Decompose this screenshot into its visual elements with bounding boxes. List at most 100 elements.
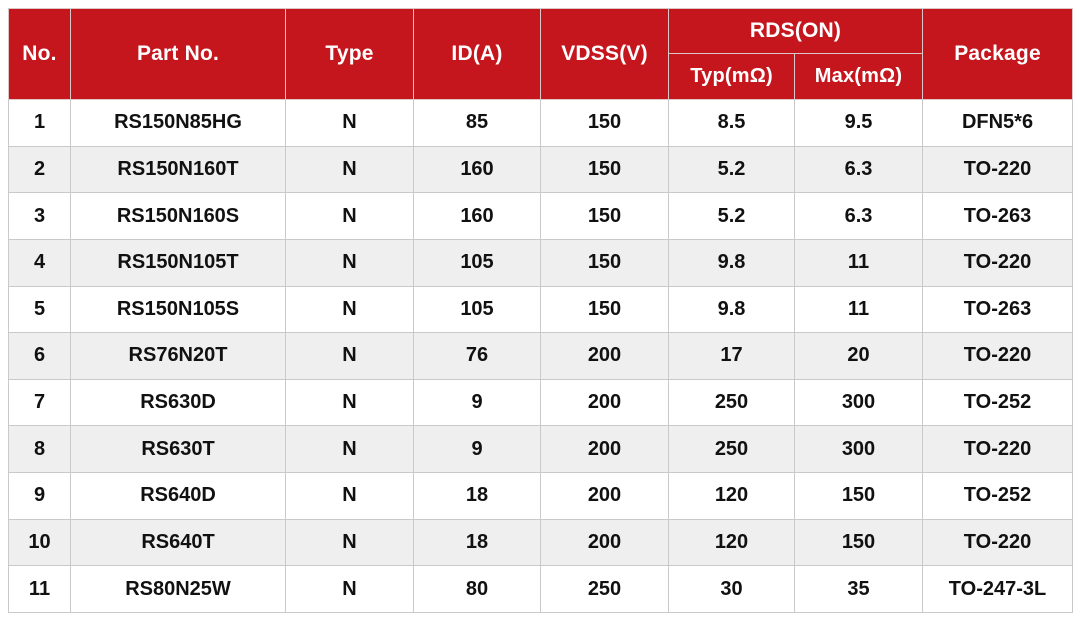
cell-vdss-v: 200 bbox=[540, 332, 669, 380]
cell-part-no: RS640D bbox=[70, 472, 286, 520]
cell-part-no: RS76N20T bbox=[70, 332, 286, 380]
cell-vdss-v: 250 bbox=[540, 565, 669, 613]
cell-no: 9 bbox=[8, 472, 71, 520]
cell-part-no: RS150N105T bbox=[70, 238, 286, 287]
cell-id-a: 85 bbox=[413, 99, 541, 147]
cell-vdss-v: 150 bbox=[540, 192, 669, 240]
table-row: 5 RS150N105S N 105 150 9.8 11 TO-263 bbox=[8, 285, 1074, 334]
cell-no: 7 bbox=[8, 378, 71, 427]
cell-no: 8 bbox=[8, 425, 71, 473]
cell-rds-typ: 5.2 bbox=[668, 145, 795, 194]
cell-package: DFN5*6 bbox=[922, 99, 1074, 147]
cell-vdss-v: 150 bbox=[540, 99, 669, 147]
table-row: 2 RS150N160T N 160 150 5.2 6.3 TO-220 bbox=[8, 145, 1074, 194]
table-row: 11 RS80N25W N 80 250 30 35 TO-247-3L bbox=[8, 565, 1074, 613]
cell-rds-max: 150 bbox=[793, 518, 924, 567]
cell-package: TO-247-3L bbox=[922, 565, 1074, 613]
cell-package: TO-220 bbox=[922, 518, 1074, 567]
cell-rds-max: 6.3 bbox=[793, 192, 924, 240]
header-rds-on-group: RDS(ON) bbox=[667, 8, 924, 54]
cell-type: N bbox=[285, 378, 414, 427]
cell-no: 10 bbox=[8, 518, 71, 567]
cell-id-a: 105 bbox=[413, 238, 541, 287]
header-type: Type bbox=[285, 8, 414, 100]
cell-id-a: 76 bbox=[413, 332, 541, 380]
header-id-a: ID(A) bbox=[413, 8, 541, 100]
cell-no: 2 bbox=[8, 145, 71, 194]
cell-part-no: RS150N160S bbox=[70, 192, 286, 240]
table-row: 1 RS150N85HG N 85 150 8.5 9.5 DFN5*6 bbox=[8, 99, 1074, 147]
cell-vdss-v: 200 bbox=[540, 472, 669, 520]
cell-vdss-v: 150 bbox=[540, 285, 669, 334]
cell-rds-typ: 120 bbox=[668, 518, 795, 567]
table-row: 10 RS640T N 18 200 120 150 TO-220 bbox=[8, 518, 1074, 567]
cell-rds-typ: 8.5 bbox=[668, 99, 795, 147]
cell-id-a: 9 bbox=[413, 378, 541, 427]
cell-vdss-v: 200 bbox=[540, 518, 669, 567]
header-row-top: No. Part No. Type ID(A) VDSS(V) RDS(ON) … bbox=[8, 8, 1074, 100]
cell-vdss-v: 150 bbox=[540, 145, 669, 194]
header-part-no: Part No. bbox=[70, 8, 286, 100]
cell-vdss-v: 200 bbox=[540, 378, 669, 427]
cell-part-no: RS80N25W bbox=[70, 565, 286, 613]
cell-id-a: 80 bbox=[413, 565, 541, 613]
cell-type: N bbox=[285, 332, 414, 380]
cell-id-a: 9 bbox=[413, 425, 541, 473]
cell-rds-typ: 5.2 bbox=[668, 192, 795, 240]
cell-part-no: RS150N85HG bbox=[70, 99, 286, 147]
cell-package: TO-263 bbox=[922, 285, 1074, 334]
table-body: 1 RS150N85HG N 85 150 8.5 9.5 DFN5*6 2 R… bbox=[8, 99, 1074, 613]
cell-type: N bbox=[285, 518, 414, 567]
cell-part-no: RS640T bbox=[70, 518, 286, 567]
cell-rds-max: 150 bbox=[793, 472, 924, 520]
cell-package: TO-220 bbox=[922, 332, 1074, 380]
cell-part-no: RS630D bbox=[70, 378, 286, 427]
cell-type: N bbox=[285, 425, 414, 473]
cell-type: N bbox=[285, 285, 414, 334]
cell-package: TO-263 bbox=[922, 192, 1074, 240]
header-rds-typ: Typ(mΩ) bbox=[668, 53, 795, 100]
cell-id-a: 18 bbox=[413, 518, 541, 567]
table-row: 4 RS150N105T N 105 150 9.8 11 TO-220 bbox=[8, 238, 1074, 287]
cell-rds-max: 300 bbox=[793, 425, 924, 473]
header-package: Package bbox=[922, 8, 1074, 100]
cell-no: 11 bbox=[8, 565, 71, 613]
cell-rds-typ: 250 bbox=[668, 378, 795, 427]
cell-package: TO-220 bbox=[922, 145, 1074, 194]
cell-part-no: RS150N160T bbox=[70, 145, 286, 194]
parts-selection-table: No. Part No. Type ID(A) VDSS(V) RDS(ON) … bbox=[8, 8, 1074, 613]
cell-rds-max: 20 bbox=[793, 332, 924, 380]
cell-id-a: 160 bbox=[413, 192, 541, 240]
cell-package: TO-252 bbox=[922, 378, 1074, 427]
cell-id-a: 105 bbox=[413, 285, 541, 334]
cell-package: TO-252 bbox=[922, 472, 1074, 520]
cell-no: 6 bbox=[8, 332, 71, 380]
cell-rds-max: 6.3 bbox=[793, 145, 924, 194]
table-row: 3 RS150N160S N 160 150 5.2 6.3 TO-263 bbox=[8, 192, 1074, 240]
cell-type: N bbox=[285, 145, 414, 194]
cell-no: 4 bbox=[8, 238, 71, 287]
cell-part-no: RS150N105S bbox=[70, 285, 286, 334]
header-row-sub: Typ(mΩ) Max(mΩ) bbox=[9, 53, 1073, 100]
cell-no: 1 bbox=[8, 99, 71, 147]
cell-rds-max: 11 bbox=[793, 238, 924, 287]
cell-rds-typ: 9.8 bbox=[668, 238, 795, 287]
table-row: 6 RS76N20T N 76 200 17 20 TO-220 bbox=[8, 332, 1074, 380]
cell-rds-typ: 120 bbox=[668, 472, 795, 520]
cell-package: TO-220 bbox=[922, 238, 1074, 287]
cell-rds-typ: 17 bbox=[668, 332, 795, 380]
cell-id-a: 160 bbox=[413, 145, 541, 194]
cell-rds-max: 9.5 bbox=[793, 99, 924, 147]
cell-no: 3 bbox=[8, 192, 71, 240]
cell-rds-max: 11 bbox=[793, 285, 924, 334]
parts-table-container: No. Part No. Type ID(A) VDSS(V) RDS(ON) … bbox=[8, 8, 1074, 613]
cell-type: N bbox=[285, 99, 414, 147]
cell-vdss-v: 200 bbox=[540, 425, 669, 473]
cell-part-no: RS630T bbox=[70, 425, 286, 473]
header-vdss-v: VDSS(V) bbox=[540, 8, 669, 100]
cell-id-a: 18 bbox=[413, 472, 541, 520]
table-header: No. Part No. Type ID(A) VDSS(V) RDS(ON) … bbox=[8, 8, 1074, 100]
cell-type: N bbox=[285, 238, 414, 287]
cell-type: N bbox=[285, 565, 414, 613]
cell-no: 5 bbox=[8, 285, 71, 334]
